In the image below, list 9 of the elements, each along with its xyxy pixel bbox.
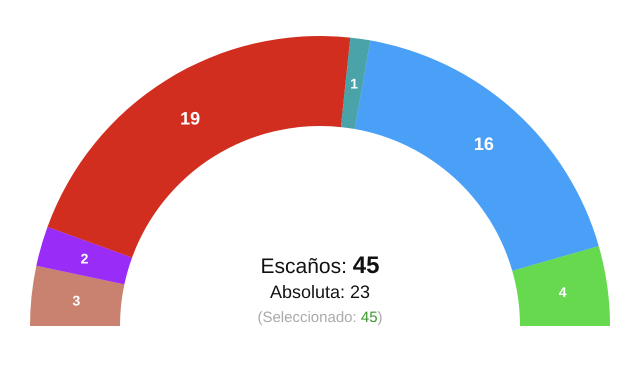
text: (Seleccionado: 45) [257, 309, 383, 326]
data-label: 16 [474, 134, 494, 154]
data-label: 19 [180, 108, 200, 129]
data-label: 1 [350, 75, 358, 92]
text: Absoluta: 23 [270, 282, 370, 302]
text: Escaños: 45 [260, 252, 380, 279]
data-label: 3 [72, 292, 80, 308]
data-label: 2 [80, 250, 89, 266]
data-label: 4 [558, 284, 567, 300]
